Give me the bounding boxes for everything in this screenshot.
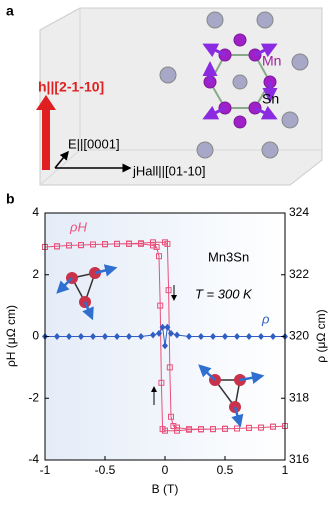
point	[174, 427, 180, 434]
y-tick-label: 0	[32, 329, 39, 343]
mn-label: Mn	[262, 53, 281, 69]
crystal-box	[39, 7, 323, 186]
point	[258, 424, 264, 431]
panel-label: a	[6, 3, 14, 19]
point	[162, 342, 168, 350]
x-axis-label: B (T)	[152, 482, 179, 496]
y2-tick-label: 318	[289, 390, 309, 404]
point	[222, 425, 228, 432]
point	[270, 423, 276, 430]
y-tick-label: 2	[32, 267, 39, 281]
point	[246, 424, 252, 431]
annotation: T = 300 K	[195, 286, 253, 301]
point	[186, 333, 192, 340]
h-label: h||[2-1-10]	[38, 79, 104, 95]
point	[126, 240, 132, 247]
point	[166, 364, 173, 371]
point	[174, 331, 180, 339]
e-arrow	[54, 150, 69, 169]
point	[102, 241, 108, 248]
plot-area	[42, 239, 288, 434]
e-label: E||[0001]	[68, 136, 120, 151]
point	[138, 333, 144, 340]
point	[114, 240, 120, 247]
series-label: ρH	[69, 219, 87, 234]
point	[66, 242, 72, 249]
point	[78, 242, 84, 249]
sn-label: Sn	[262, 91, 279, 107]
x-tick-label: 1	[282, 463, 289, 477]
point	[198, 426, 204, 433]
y2-tick-label: 316	[289, 452, 309, 466]
point	[54, 333, 60, 340]
point	[114, 333, 120, 340]
point	[78, 333, 84, 340]
point	[258, 333, 264, 340]
x-tick-label: 0.5	[217, 463, 234, 477]
inset-spin-left	[56, 264, 118, 321]
point	[138, 240, 144, 247]
point	[54, 243, 60, 250]
point	[222, 333, 228, 340]
point	[90, 241, 96, 248]
point	[150, 242, 156, 249]
point	[198, 333, 204, 340]
point	[102, 333, 108, 340]
point	[168, 413, 174, 420]
point	[246, 333, 252, 340]
y2-tick-label: 320	[289, 329, 309, 343]
y2-tick-label: 324	[289, 205, 309, 219]
point	[210, 333, 216, 340]
point	[153, 243, 160, 250]
point	[170, 423, 177, 430]
point	[164, 240, 171, 247]
point	[270, 333, 276, 340]
point	[66, 333, 72, 340]
x-tick-label: -0.5	[95, 463, 116, 477]
y2-tick-label: 322	[289, 267, 309, 281]
y-tick-label: 4	[32, 205, 39, 219]
point	[234, 333, 240, 340]
point	[156, 253, 162, 260]
y-tick-label: -2	[28, 390, 39, 404]
h-arrow	[36, 95, 56, 170]
point	[90, 333, 96, 340]
point	[156, 329, 162, 337]
point	[165, 287, 172, 294]
point	[168, 329, 174, 337]
series-label: ρ	[261, 311, 270, 326]
j-label: jHall||[01-10]	[132, 163, 206, 178]
y2-axis-label: ρ (μΩ cm)	[314, 309, 328, 362]
y-axis-label: ρH (μΩ cm)	[4, 305, 18, 367]
x-tick-label: 0	[162, 463, 169, 477]
annotation: Mn3Sn	[208, 249, 249, 264]
point	[186, 426, 192, 433]
point	[157, 302, 164, 309]
inset-spin-right	[198, 364, 265, 428]
point	[164, 323, 171, 331]
point	[174, 424, 180, 431]
sn-atoms	[159, 11, 309, 159]
point	[210, 426, 216, 433]
point	[150, 239, 156, 246]
point	[159, 426, 166, 433]
y-tick-label: -4	[28, 452, 39, 466]
mn-atoms	[202, 33, 278, 129]
point	[158, 379, 165, 386]
point	[159, 323, 166, 331]
point	[126, 333, 132, 340]
panel-label: b	[6, 191, 15, 207]
point	[150, 331, 156, 339]
x-tick-label: -1	[40, 463, 51, 477]
